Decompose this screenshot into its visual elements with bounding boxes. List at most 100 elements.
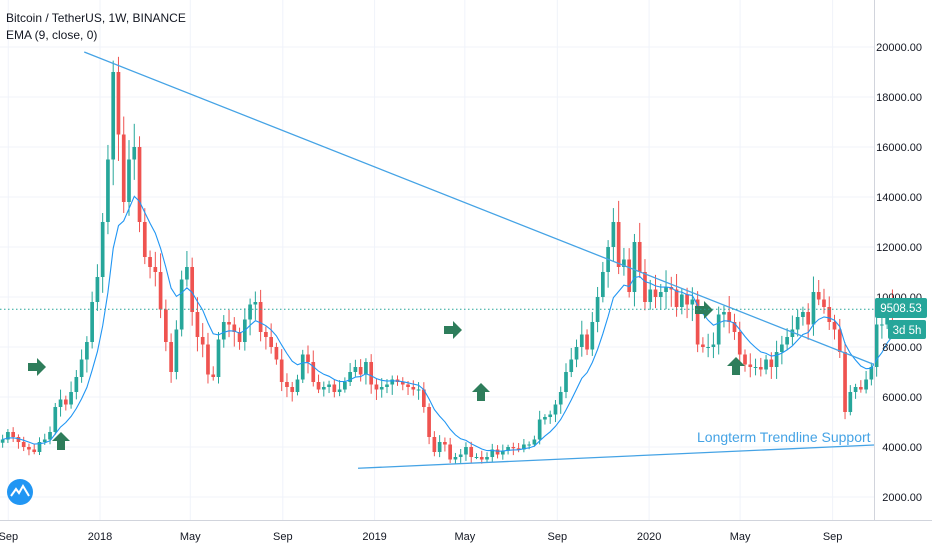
- candle-body: [716, 314, 721, 345]
- candle-body: [811, 292, 816, 325]
- arrow-right-icon: [28, 358, 46, 376]
- price-axis[interactable]: 2000.004000.006000.008000.0010000.001200…: [876, 42, 922, 504]
- candle-body: [63, 399, 68, 405]
- candle-body: [622, 259, 626, 267]
- candle-body: [416, 389, 421, 391]
- price-tick-label: 20000.00: [876, 42, 922, 54]
- candle-body: [727, 312, 732, 322]
- candle-body: [158, 272, 163, 310]
- arrow-up-icon: [727, 357, 745, 375]
- price-tick-label: 18000.00: [876, 92, 922, 104]
- candle-body: [448, 444, 453, 460]
- candle-body: [164, 309, 168, 342]
- candle-body: [790, 329, 795, 337]
- candle-body: [169, 342, 173, 372]
- candle-body: [506, 447, 510, 451]
- price-tick-label: 4000.00: [882, 442, 922, 454]
- candle-body: [16, 437, 21, 442]
- candle-body: [590, 322, 595, 350]
- candle-body: [490, 449, 495, 457]
- time-tick-label: Sep: [273, 531, 293, 543]
- price-tick-label: 16000.00: [876, 142, 922, 154]
- candle-body: [121, 134, 126, 202]
- time-tick-label: 2019: [362, 531, 386, 543]
- candle-body: [469, 447, 474, 457]
- signal-arrows: [28, 301, 745, 450]
- candle-body: [221, 322, 226, 340]
- ema-line: [2, 195, 893, 452]
- candle-body: [264, 332, 268, 337]
- candle-body: [237, 332, 242, 342]
- price-tick-label: 12000.00: [876, 242, 922, 254]
- candle-body: [232, 324, 237, 332]
- time-axis[interactable]: Sep 2018 May Sep 2019 May Sep 2020 May Sep: [0, 531, 842, 543]
- candle-body: [37, 442, 42, 452]
- candle-body: [832, 322, 837, 330]
- candle-body: [595, 297, 600, 322]
- candle-body: [32, 449, 37, 452]
- candle-body: [95, 277, 100, 302]
- candle-body: [653, 289, 658, 297]
- candle-body: [737, 332, 742, 355]
- candle-body: [816, 292, 821, 300]
- arrow-up-icon: [472, 383, 490, 401]
- candle-body: [553, 404, 558, 415]
- candle-body: [579, 334, 584, 347]
- candle-body: [206, 344, 210, 375]
- candle-body: [632, 242, 637, 292]
- symbol-legend[interactable]: Bitcoin / TetherUS, 1W, BINANCE: [6, 11, 186, 25]
- candle-body: [27, 447, 31, 450]
- candle-body: [400, 382, 405, 385]
- candle-body: [748, 364, 753, 367]
- candle-body: [227, 322, 231, 325]
- candle-body: [616, 222, 621, 267]
- indicator-legend[interactable]: EMA (9, close, 0): [6, 28, 98, 42]
- candle-body: [511, 447, 516, 449]
- tradingview-logo[interactable]: [7, 479, 33, 505]
- candle-body: [58, 399, 63, 407]
- trendlines: [84, 51, 875, 469]
- candle-body: [200, 337, 205, 345]
- candle-body: [6, 432, 10, 440]
- candle-body: [585, 334, 589, 350]
- candle-body: [42, 439, 47, 442]
- arrow-right-icon: [444, 321, 462, 339]
- candle-body: [274, 347, 279, 360]
- candle-body: [148, 257, 152, 267]
- candle-body: [479, 457, 484, 460]
- last-price-value: 9508.53: [880, 303, 922, 315]
- candle-body: [216, 339, 221, 377]
- candle-body: [179, 279, 184, 330]
- candle-body: [732, 322, 737, 332]
- candle-body: [674, 289, 679, 307]
- candle-body: [695, 299, 700, 345]
- candle-body: [127, 159, 131, 202]
- candle-body: [358, 367, 363, 375]
- candle-body: [753, 367, 758, 368]
- arrow-up-icon: [52, 432, 70, 450]
- candle-body: [558, 392, 563, 405]
- trendline: [84, 51, 875, 366]
- candle-body: [711, 344, 716, 347]
- bar-countdown-value: 3d 5h: [893, 325, 922, 337]
- candle-body: [290, 387, 295, 392]
- candle-body: [522, 444, 526, 450]
- candle-body: [316, 382, 321, 390]
- candle-body: [880, 324, 884, 326]
- candle-body: [822, 299, 826, 307]
- candle-body: [48, 432, 52, 440]
- candle-body: [53, 407, 58, 432]
- candle-body: [11, 432, 16, 437]
- candle-body: [100, 222, 105, 277]
- candle-body: [848, 392, 853, 412]
- candle-body: [627, 259, 632, 292]
- candle-body: [664, 287, 668, 292]
- candle-body: [258, 302, 263, 332]
- candle-body: [611, 222, 616, 247]
- candle-body: [353, 367, 358, 372]
- candle-body: [485, 457, 489, 460]
- candle-body: [85, 342, 89, 360]
- candle-body: [758, 367, 763, 370]
- candle-body: [443, 442, 447, 445]
